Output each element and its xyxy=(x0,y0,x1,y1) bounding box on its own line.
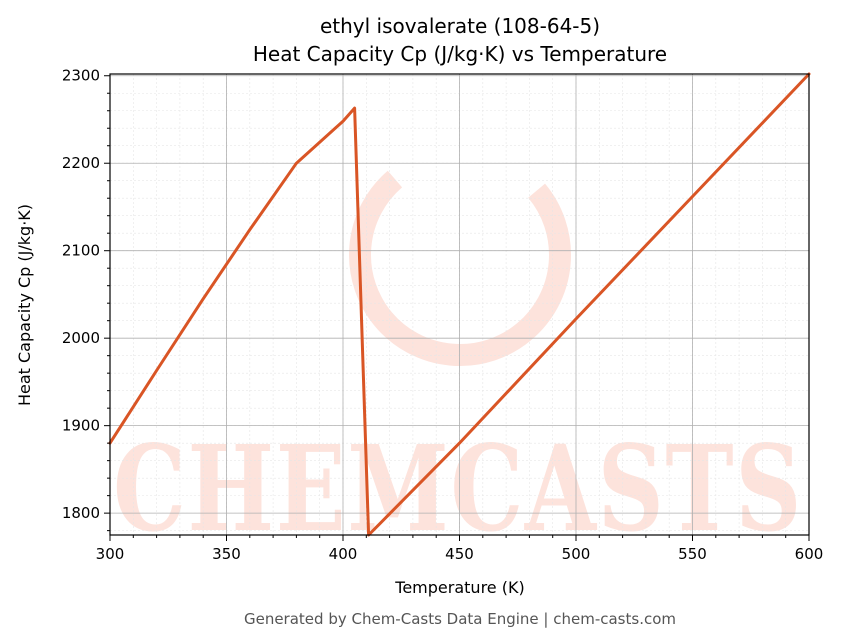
x-tick-label: 450 xyxy=(445,545,474,563)
x-tick-label: 550 xyxy=(678,545,707,563)
y-tick-label: 2100 xyxy=(62,242,100,260)
y-tick-label: 2000 xyxy=(62,329,100,347)
y-tick-label: 2200 xyxy=(62,154,100,172)
chart-title: ethyl isovalerate (108-64-5) xyxy=(320,14,600,38)
y-axis-ticks: 1800 1900 2000 2100 2200 2300 xyxy=(62,67,110,532)
y-tick-label: 1900 xyxy=(62,417,100,435)
x-tick-label: 400 xyxy=(329,545,358,563)
y-axis-label: Heat Capacity Cp (J/kg·K) xyxy=(15,204,34,406)
footer-credit: Generated by Chem-Casts Data Engine | ch… xyxy=(244,610,676,628)
chart-subtitle: Heat Capacity Cp (J/kg·K) vs Temperature xyxy=(253,42,667,66)
x-axis-ticks: 300 350 400 450 500 550 600 xyxy=(96,535,824,563)
x-tick-label: 300 xyxy=(96,545,125,563)
x-tick-label: 500 xyxy=(562,545,591,563)
series-line xyxy=(108,72,811,537)
y-tick-label: 2300 xyxy=(62,67,100,85)
x-tick-label: 350 xyxy=(212,545,241,563)
watermark-text: CHEMCASTS xyxy=(113,419,803,558)
x-tick-label: 600 xyxy=(795,545,824,563)
y-tick-label: 1800 xyxy=(62,504,100,522)
x-axis-label: Temperature (K) xyxy=(394,578,524,597)
